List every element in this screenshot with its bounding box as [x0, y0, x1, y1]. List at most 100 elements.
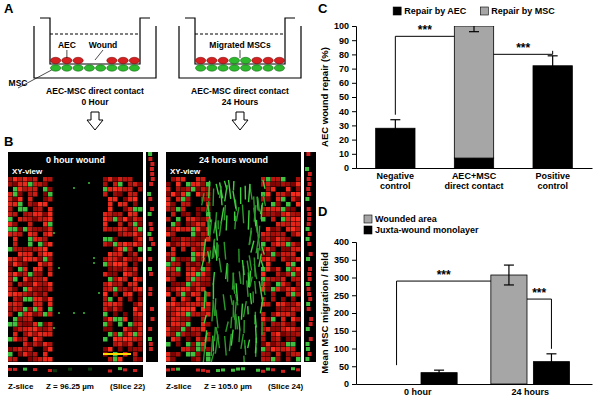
significance-label: *** [418, 23, 432, 37]
image-cell [13, 197, 18, 202]
panel-label: D [318, 204, 327, 219]
image-cell [291, 332, 296, 337]
image-cell [38, 297, 43, 302]
image-cell [186, 322, 191, 327]
image-cell [33, 202, 38, 207]
image-cell [103, 262, 108, 267]
x-tick-label: Positivecontrol [535, 171, 570, 191]
y-tick-mark [352, 154, 356, 155]
image-cell [18, 272, 23, 277]
image-streak [209, 219, 211, 239]
significance: *** [397, 268, 491, 365]
bottom-slice [166, 365, 301, 377]
image-z: Z = 96.25 µm [46, 382, 94, 391]
image-cell [271, 322, 276, 327]
image-view: XY-view [12, 167, 43, 176]
image-cell [281, 342, 286, 347]
image-cell [276, 307, 281, 312]
y-axis-line [352, 243, 357, 385]
image-cell [276, 327, 281, 332]
tick-label-line: direct contact [444, 181, 503, 191]
image-cell [133, 337, 138, 342]
image-cell [13, 262, 18, 267]
image-cell [276, 197, 281, 202]
image-cell [8, 292, 13, 297]
image-cell [118, 317, 123, 322]
image-cell [108, 332, 113, 337]
image-cell [166, 207, 171, 212]
slice-cell [149, 222, 153, 226]
msc-cell [129, 65, 139, 71]
image-cell [191, 352, 196, 357]
image-cell [18, 262, 23, 267]
image-cell [18, 252, 23, 257]
image-cell [38, 252, 43, 257]
image-streak [212, 240, 214, 259]
image-cell [181, 302, 186, 307]
image-cell [191, 232, 196, 237]
image-cell [128, 327, 133, 332]
image-cell [33, 352, 38, 357]
image-cell [83, 312, 85, 314]
image-cell [8, 247, 13, 252]
image-cell [13, 327, 18, 332]
image-cell [266, 247, 271, 252]
y-tick: 100 [334, 344, 356, 354]
image-cell [113, 332, 118, 337]
image-cell [266, 302, 271, 307]
image-cell [291, 347, 296, 352]
image-cell [103, 292, 108, 297]
image-cell [28, 202, 33, 207]
image-cell [196, 277, 201, 282]
image-slice: (Slice 22) [110, 382, 145, 391]
image-cell [176, 327, 181, 332]
image-cell [103, 257, 108, 262]
slice-cell [307, 212, 311, 216]
image-cell [138, 302, 143, 307]
image-cell [133, 282, 138, 287]
image-cell [281, 212, 286, 217]
image-cell [171, 227, 176, 232]
image-cell [176, 222, 181, 227]
image-cell [18, 197, 23, 202]
image-cell [108, 302, 113, 307]
image-slice-view: Z-slice [8, 382, 34, 391]
significance: *** [527, 286, 551, 349]
image-cell [271, 292, 276, 297]
image-cell [286, 357, 291, 362]
image-cell [296, 302, 301, 307]
image-streak [204, 315, 206, 323]
msc-cell [84, 65, 94, 71]
image-cell [196, 257, 201, 262]
image-cell [128, 272, 133, 277]
image-cell [8, 197, 13, 202]
image-cell [166, 232, 171, 237]
slice-cell [306, 187, 310, 191]
image-cell [291, 272, 296, 277]
image-cell [266, 342, 271, 347]
image-cell [181, 317, 186, 322]
image-cell [138, 242, 143, 247]
image-cell [108, 322, 113, 327]
image-cell [191, 242, 196, 247]
image-cell [23, 322, 28, 327]
slice-cell [149, 237, 153, 241]
diagram-caption: 24 Hours [222, 97, 259, 107]
image-cell [128, 297, 133, 302]
image-cell [271, 347, 276, 352]
image-cell [171, 222, 176, 227]
aec-cell [274, 57, 284, 63]
image-cell [128, 222, 133, 227]
image-streak [248, 340, 250, 348]
image-cell [113, 177, 118, 182]
image-title: 24 hours wound [199, 155, 268, 165]
image-cell [271, 177, 276, 182]
msc-cell [118, 65, 128, 71]
image-cell [296, 187, 301, 192]
msc-cell [229, 65, 239, 71]
image-cell [8, 277, 13, 282]
image-cell [8, 227, 13, 232]
image-cell [113, 307, 118, 312]
y-axis-title: Mean MSC migration / field [319, 252, 330, 374]
image-cell [176, 242, 181, 247]
